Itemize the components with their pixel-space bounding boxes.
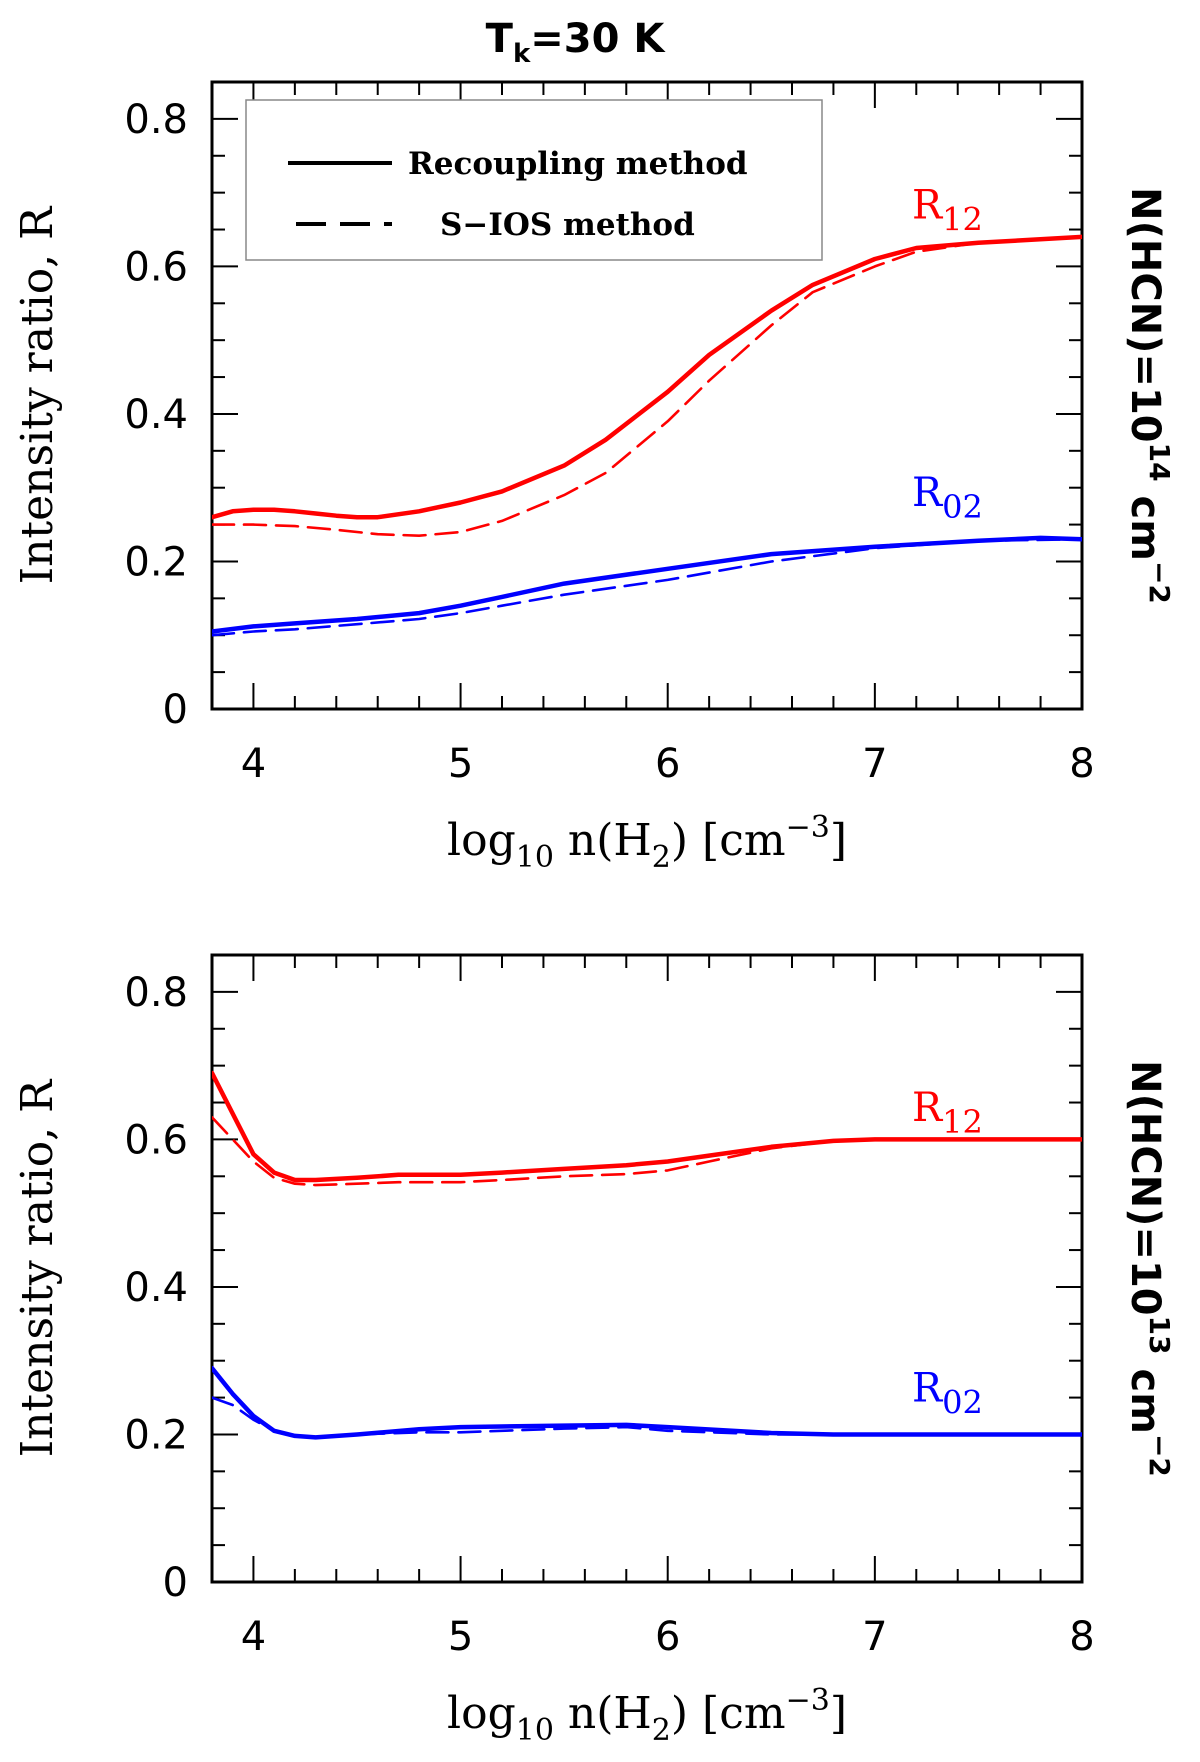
r02-dashed-line xyxy=(212,1396,1082,1439)
y-tick-label: 0.8 xyxy=(124,97,188,143)
r02-dashed-line xyxy=(212,538,1082,637)
y-tick-label: 0.6 xyxy=(124,1117,188,1163)
y-tick-label: 0.4 xyxy=(124,1265,188,1311)
figure-title: Tk=30 K xyxy=(486,16,667,69)
r12-dashed-line xyxy=(212,1116,1082,1187)
plot-frame xyxy=(210,80,1084,711)
legend-box xyxy=(245,99,823,261)
r12-solid-line xyxy=(212,234,1082,520)
x-tick-label: 8 xyxy=(1069,741,1094,787)
x-tick-label: 8 xyxy=(1069,1614,1094,1660)
plot-frame xyxy=(210,953,1084,1584)
r02-solid-line xyxy=(212,535,1082,634)
x-tick-label: 6 xyxy=(655,1614,680,1660)
y-tick-label: 0.2 xyxy=(124,539,188,585)
y-axis-title: Intensity ratio, R xyxy=(12,205,63,584)
x-tick-label: 5 xyxy=(448,1614,473,1660)
r12-series-label: R12 xyxy=(912,1085,983,1141)
y-axis-title: Intensity ratio, R xyxy=(12,1078,63,1457)
column-density-label: N(HCN)=1014 cm−2 xyxy=(1122,187,1176,604)
x-tick-label: 5 xyxy=(448,741,473,787)
y-tick-label: 0.2 xyxy=(124,1412,188,1458)
x-axis-title: log10 n(H2) [cm−3] xyxy=(447,810,847,875)
x-tick-label: 7 xyxy=(862,741,887,787)
r12-dashed-line xyxy=(212,235,1082,537)
x-tick-label: 6 xyxy=(655,741,680,787)
legend-solid-label: Recoupling method xyxy=(408,146,748,182)
legend-dashed-label: S−IOS method xyxy=(440,207,695,243)
legend: Recoupling method S−IOS method xyxy=(245,99,823,261)
bottom-panel: 4 5 6 7 8 0 0.2 0.4 0.6 0.8 Intensity ratio, R log1… xyxy=(12,953,1176,1748)
y-tick-label: 0.8 xyxy=(124,970,188,1016)
r12-series-label: R12 xyxy=(912,182,983,238)
column-density-label: N(HCN)=1013 cm−2 xyxy=(1122,1060,1176,1477)
y-tick-label: 0.6 xyxy=(124,244,188,290)
y-tick-label: 0 xyxy=(163,687,188,733)
top-panel: 4 5 6 7 8 0 0.2 0.4 0.6 0.8 Intensity ratio, R log1… xyxy=(12,80,1176,875)
x-axis-title: log10 n(H2) [cm−3] xyxy=(447,1683,847,1748)
x-tick-label: 4 xyxy=(241,741,266,787)
x-tick-label: 4 xyxy=(241,1614,266,1660)
r02-series-label: R02 xyxy=(912,1365,983,1421)
y-tick-label: 0 xyxy=(163,1560,188,1606)
r02-series-label: R02 xyxy=(912,470,983,526)
y-tick-label: 0.4 xyxy=(124,392,188,438)
x-tick-label: 7 xyxy=(862,1614,887,1660)
